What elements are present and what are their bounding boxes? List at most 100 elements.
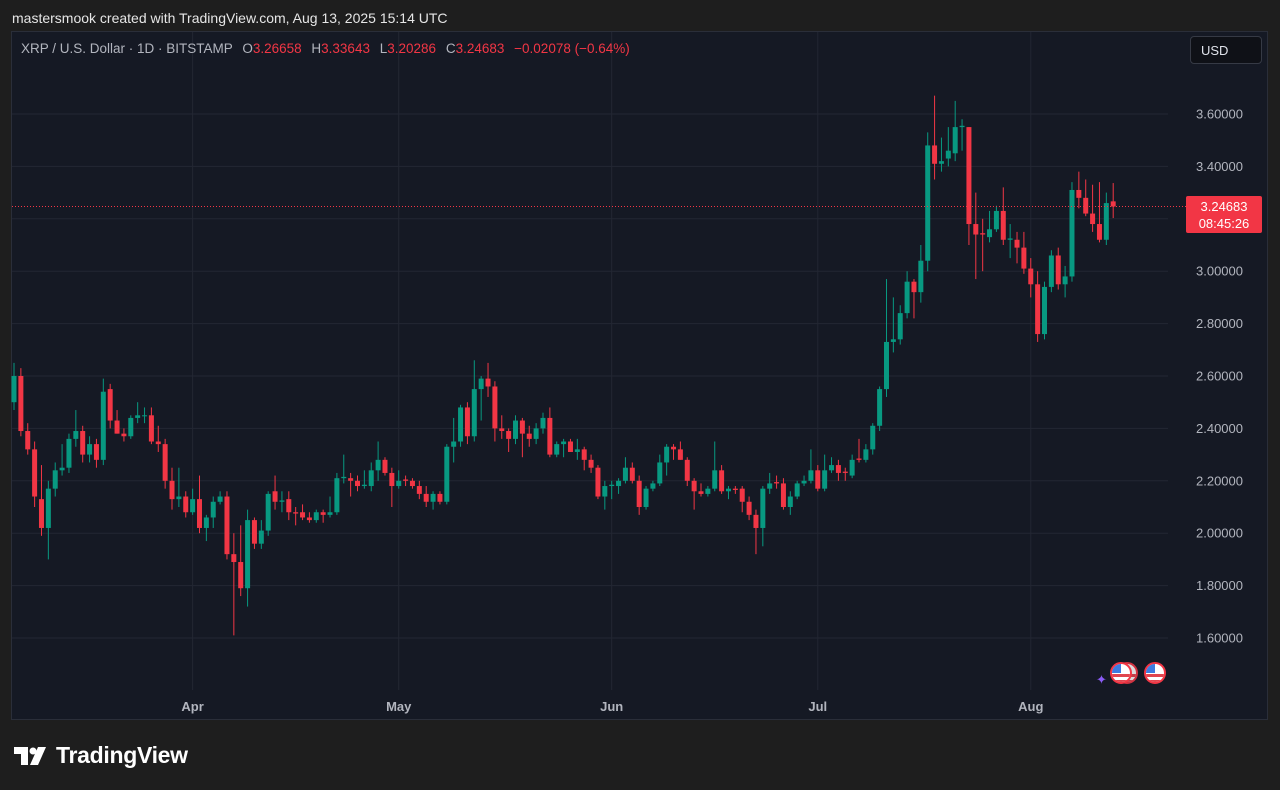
candle-body	[732, 488, 738, 490]
candle	[375, 441, 381, 481]
candle	[677, 441, 683, 460]
candle	[925, 132, 931, 272]
candle	[952, 100, 958, 162]
candle	[196, 475, 202, 534]
candle-body	[1090, 213, 1096, 225]
logo-text: TradingView	[56, 742, 188, 768]
candle	[691, 478, 697, 510]
candle-body	[478, 378, 484, 390]
time-axis: Apr May Jun Jul Aug	[181, 699, 1043, 714]
candle	[320, 509, 326, 523]
candle-body	[897, 313, 903, 340]
candle	[684, 457, 690, 487]
candle-body	[801, 480, 807, 484]
candle	[616, 478, 622, 494]
candle-body	[609, 484, 615, 487]
candle	[162, 438, 168, 489]
candle-body	[938, 161, 944, 164]
candle-body	[1083, 197, 1089, 214]
candle-body	[355, 480, 360, 487]
candle	[471, 360, 477, 442]
candle	[945, 127, 951, 167]
last-price-value: 3.24683	[1200, 199, 1248, 214]
candle	[313, 509, 319, 523]
candle	[911, 279, 917, 319]
candle-body	[945, 150, 951, 159]
candle	[897, 305, 903, 345]
candle	[128, 415, 134, 439]
candle	[966, 127, 972, 245]
candle	[1035, 271, 1041, 342]
candle	[66, 433, 72, 473]
candle	[1062, 265, 1068, 298]
candle	[107, 383, 113, 429]
candle-body	[780, 483, 786, 507]
candle-body	[464, 407, 470, 437]
candle-body	[437, 493, 443, 502]
symbol-legend: XRP / U.S. Dollar · 1D · BITSTAMP O3.266…	[21, 41, 630, 56]
candle-body	[203, 517, 209, 528]
candle-body	[622, 467, 628, 481]
tradingview-logo[interactable]: TradingView	[14, 742, 188, 769]
candle-body	[135, 415, 141, 418]
candle-body	[107, 389, 113, 421]
candle-body	[835, 465, 841, 473]
currency-button[interactable]: USD	[1190, 36, 1262, 64]
candle	[1021, 231, 1027, 274]
price-tick-label: 2.80000	[1196, 316, 1243, 331]
candle-body	[416, 486, 422, 494]
candle	[829, 457, 835, 473]
candle	[148, 407, 154, 445]
candle-body	[80, 431, 86, 455]
candle-body	[973, 224, 979, 235]
candle	[588, 454, 594, 473]
candle	[1069, 182, 1075, 282]
candle	[492, 381, 498, 442]
candle	[265, 491, 271, 536]
candle	[567, 438, 573, 452]
tradingview-logo-icon	[14, 746, 46, 765]
candle	[389, 467, 395, 507]
candle-body	[1048, 255, 1054, 287]
candle	[890, 297, 896, 353]
us-flag-event-icon[interactable]	[1144, 662, 1166, 684]
candle-body	[849, 459, 855, 476]
candle	[664, 444, 670, 476]
candle	[217, 491, 223, 505]
candle-body	[1076, 189, 1082, 198]
us-flag-event-icon[interactable]	[1110, 662, 1132, 684]
candle	[643, 486, 649, 510]
candle	[842, 467, 848, 481]
candle-body	[602, 486, 608, 497]
candle	[176, 467, 182, 507]
candle	[203, 514, 209, 542]
candle	[1055, 247, 1061, 290]
sparkle-icon[interactable]: ✦	[1096, 672, 1107, 687]
price-tick-label: 2.00000	[1196, 526, 1243, 541]
candle-body	[595, 467, 601, 497]
candle	[80, 425, 86, 463]
candle-body	[1069, 189, 1075, 277]
candle	[581, 446, 587, 471]
candle	[849, 454, 855, 479]
time-tick-label: Jul	[808, 699, 827, 714]
candle-body	[1021, 247, 1027, 269]
candle	[973, 192, 979, 280]
candle	[32, 441, 38, 507]
grid	[12, 32, 1168, 690]
candle-body	[918, 260, 924, 293]
candle-body	[636, 480, 642, 507]
time-tick-label: May	[386, 699, 412, 714]
candle	[25, 423, 31, 455]
candle-body	[712, 470, 718, 489]
candle-body	[911, 281, 917, 293]
candle	[1076, 171, 1082, 209]
high-value: 3.33643	[321, 41, 370, 56]
candle-body	[684, 459, 690, 481]
candle-body	[169, 480, 175, 500]
candle-body	[774, 482, 780, 484]
candle-body	[1014, 239, 1020, 248]
candle-body	[217, 496, 223, 502]
candle-body	[121, 433, 127, 437]
